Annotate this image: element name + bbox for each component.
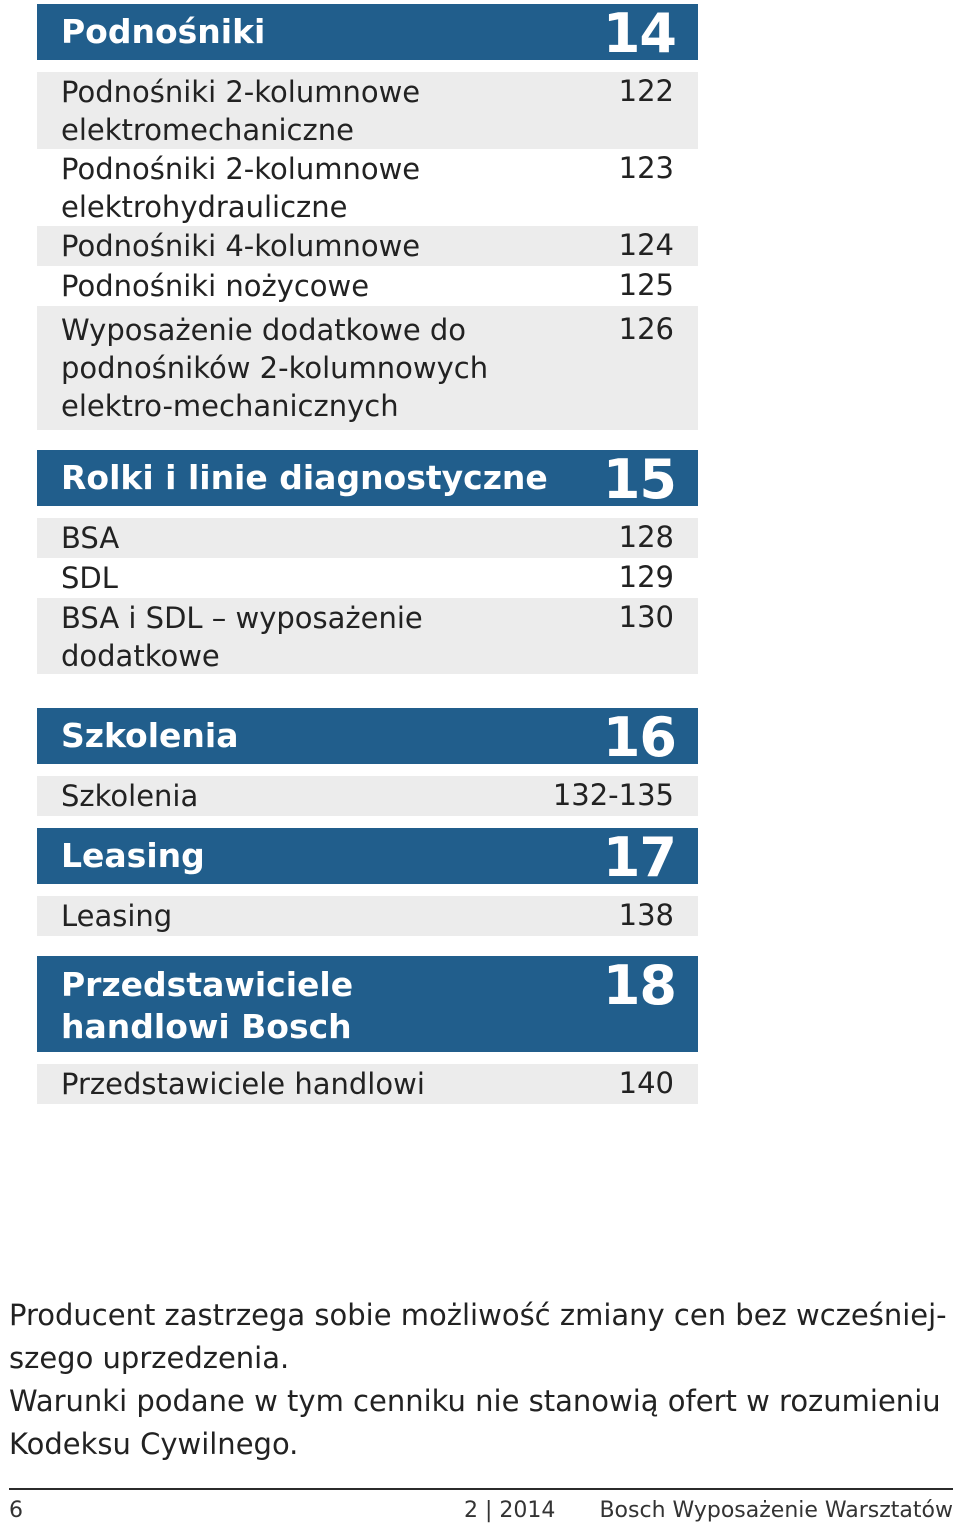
toc-row-label: SDL — [61, 561, 118, 595]
section-title: Leasing — [61, 836, 205, 875]
toc-row-page: 140 — [618, 1066, 674, 1100]
toc-row[interactable]: BSA 128 — [37, 518, 698, 558]
section-title: Rolki i linie diagnostyczne — [61, 458, 548, 497]
toc-row-label: Leasing — [61, 899, 173, 933]
section-header[interactable]: Szkolenia 16 — [37, 706, 698, 769]
table-of-contents: Podnośniki 14 Podnośniki 2-kolumnowe ele… — [37, 4, 698, 1124]
toc-row-page: 128 — [618, 520, 674, 554]
section-items: Leasing 138 — [37, 896, 698, 936]
toc-row[interactable]: Szkolenia 132-135 — [37, 776, 698, 816]
toc-row[interactable]: Podnośniki 4-kolumnowe 124 — [37, 226, 698, 266]
footer-divider — [9, 1488, 953, 1490]
toc-row-page: 125 — [618, 268, 674, 302]
toc-row[interactable]: SDL 129 — [37, 558, 698, 598]
section-header[interactable]: Rolki i linie diagnostyczne 15 — [37, 448, 698, 511]
section-header[interactable]: Podnośniki 14 — [37, 2, 698, 65]
section-number: 17 — [602, 826, 677, 889]
section-header[interactable]: Leasing 17 — [37, 826, 698, 889]
section-diagnostic-lines: Rolki i linie diagnostyczne 15 BSA 128 S… — [37, 450, 698, 674]
toc-row-page: 138 — [618, 898, 674, 932]
disclaimer-line: szego uprzedzenia. — [9, 1341, 290, 1375]
section-title: Szkolenia — [61, 716, 239, 755]
toc-row-page: 122 — [618, 74, 674, 108]
toc-row-page: 126 — [618, 312, 674, 346]
toc-row-page: 123 — [618, 151, 674, 185]
section-title: Przedstawiciele handlowi Bosch — [61, 965, 354, 1046]
section-title: Podnośniki — [61, 12, 266, 51]
disclaimer-line: Warunki podane w tym cenniku nie stanowi… — [9, 1384, 941, 1418]
page-footer: 6 2 | 2014 Bosch Wyposażenie Warsztatów — [9, 1498, 953, 1526]
toc-row-page: 129 — [618, 560, 674, 594]
page-number: 6 — [9, 1498, 23, 1523]
toc-row[interactable]: BSA i SDL – wyposażenie dodatkowe 130 — [37, 598, 698, 674]
disclaimer-line: Kodeksu Cywilnego. — [9, 1427, 299, 1461]
issue-label: 2 | 2014 — [464, 1498, 556, 1523]
toc-row-label: Podnośniki 2-kolumnowe elektrohydraulicz… — [61, 152, 421, 224]
toc-row-page: 132-135 — [552, 778, 674, 812]
toc-row[interactable]: Podnośniki nożycowe 125 — [37, 266, 698, 306]
toc-row-label: Podnośniki 2-kolumnowe elektromechaniczn… — [61, 75, 421, 147]
toc-row[interactable]: Przedstawiciele handlowi 140 — [37, 1064, 698, 1104]
section-lifts: Podnośniki 14 Podnośniki 2-kolumnowe ele… — [37, 4, 698, 430]
section-sales-representatives: Przedstawiciele handlowi Bosch 18 Przeds… — [37, 956, 698, 1104]
section-items: Podnośniki 2-kolumnowe elektromechaniczn… — [37, 72, 698, 430]
section-header[interactable]: Przedstawiciele handlowi Bosch 18 — [37, 956, 698, 1052]
toc-row-label: Podnośniki 4-kolumnowe — [61, 229, 421, 263]
toc-row[interactable]: Leasing 138 — [37, 896, 698, 936]
section-number: 15 — [602, 448, 677, 511]
price-disclaimer: Producent zastrzega sobie możliwość zmia… — [9, 1294, 959, 1466]
section-number: 16 — [602, 706, 677, 769]
toc-row-page: 130 — [618, 600, 674, 634]
section-training: Szkolenia 16 Szkolenia 132-135 — [37, 708, 698, 816]
section-number: 18 — [602, 954, 677, 1017]
disclaimer-line: Producent zastrzega sobie możliwość zmia… — [9, 1298, 947, 1332]
section-items: Przedstawiciele handlowi 140 — [37, 1064, 698, 1104]
toc-row[interactable]: Podnośniki 2-kolumnowe elektromechaniczn… — [37, 72, 698, 149]
section-leasing: Leasing 17 Leasing 138 — [37, 828, 698, 936]
toc-row-label: Podnośniki nożycowe — [61, 269, 370, 303]
toc-row-label: Wyposażenie dodatkowe do podnośników 2-k… — [61, 313, 489, 423]
section-items: Szkolenia 132-135 — [37, 776, 698, 816]
toc-row[interactable]: Podnośniki 2-kolumnowe elektrohydraulicz… — [37, 149, 698, 226]
toc-row[interactable]: Wyposażenie dodatkowe do podnośników 2-k… — [37, 306, 698, 430]
toc-row-label: Przedstawiciele handlowi — [61, 1067, 425, 1101]
toc-row-page: 124 — [618, 228, 674, 262]
toc-row-label: BSA — [61, 521, 120, 555]
toc-row-label: BSA i SDL – wyposażenie dodatkowe — [61, 601, 423, 673]
toc-row-label: Szkolenia — [61, 779, 199, 813]
publication-title: Bosch Wyposażenie Warsztatów — [599, 1498, 953, 1523]
section-number: 14 — [602, 2, 677, 65]
section-items: BSA 128 SDL 129 BSA i SDL – wyposażenie … — [37, 518, 698, 674]
